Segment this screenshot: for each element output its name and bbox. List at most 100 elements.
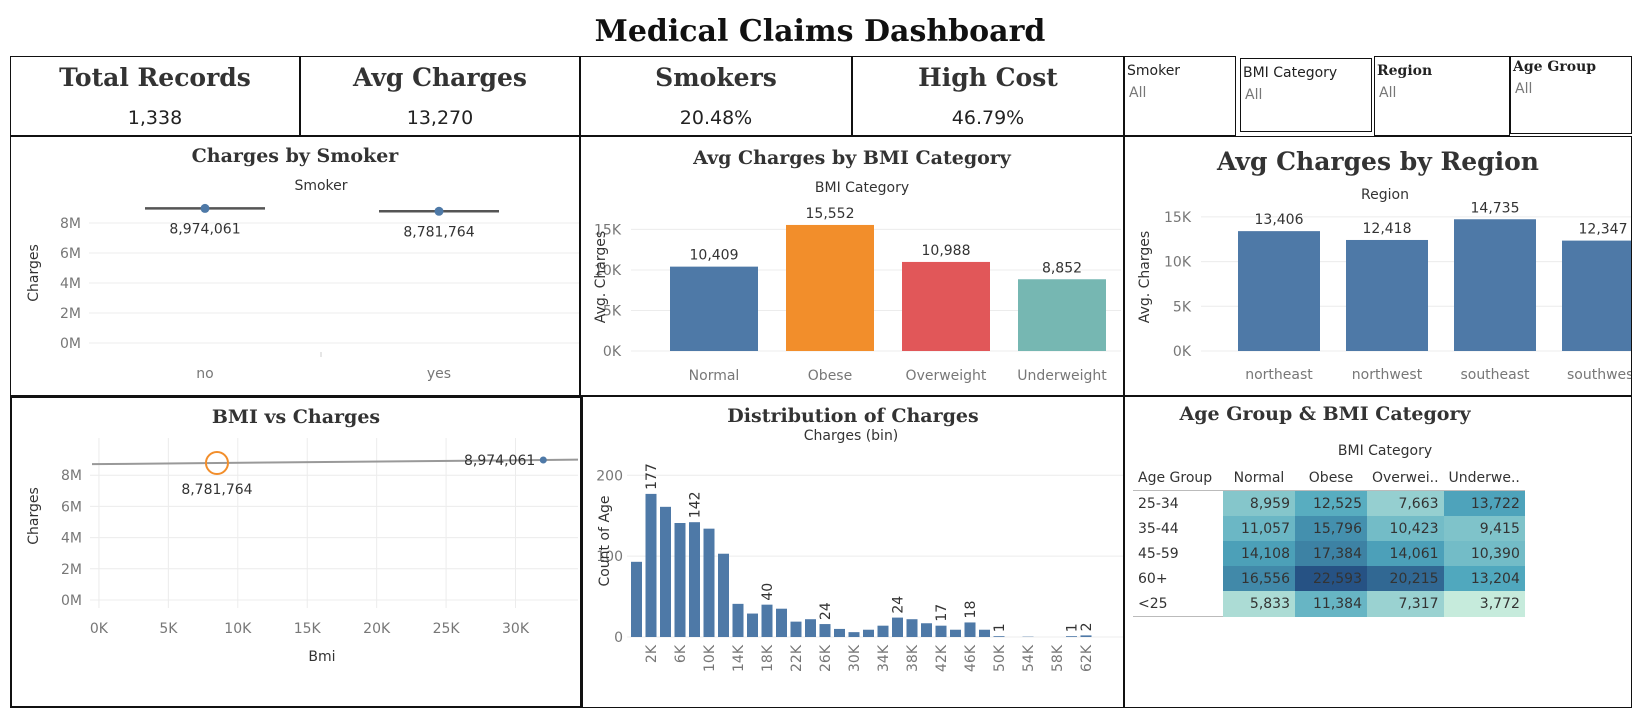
histogram-bar [979,629,990,637]
y-tick-label: 0 [614,630,623,646]
data-label: 8,852 [1042,260,1082,276]
x-tick-label: Obese [808,368,852,384]
x-tick-label: yes [427,366,451,382]
kpi-card-high-cost: High Cost 46.79% [852,56,1124,136]
data-label: 14,735 [1471,200,1520,216]
kpi-label: Smokers [655,63,777,92]
bar [786,224,874,351]
x-tick-label: southwest [1567,367,1631,383]
bar [1562,240,1631,351]
x-tick-label: 25K [433,621,461,637]
histogram-bar [848,632,860,637]
histogram-bar [877,625,889,637]
histogram-bar [732,603,744,637]
x-tick-label: southeast [1460,367,1530,383]
y-tick-label: 6M [60,246,81,262]
kpi-value: 13,270 [406,107,474,129]
chart-title: Avg Charges by Region [1217,147,1539,176]
heatmap-cell: 13,722 [1443,490,1525,516]
x-tick-label: 0K [90,621,109,637]
column-label: Underwe.. [1443,465,1525,491]
chart-avg-charges-region: Region 0K 5K 10K 15K Avg. Charges 13,406 northe… [1137,187,1631,383]
heatmap-cell: 14,108 [1223,541,1295,566]
heatmap-cell: 10,390 [1443,541,1525,566]
x-tick-label: 46K [963,644,979,672]
histogram-bar [863,629,874,637]
data-label: 8,781,764 [403,224,474,240]
x-tick-label: 2K [644,644,660,663]
x-tick-label: 14K [731,644,747,672]
histogram-bar [1080,635,1092,637]
bar-label: 40 [760,583,776,601]
heatmap-cell: 3,772 [1443,591,1525,617]
filter-selected-value[interactable]: All [1245,87,1263,103]
panel-avg-charges-region: Avg Charges by Region Region 0K 5K 10K 15K Av… [1124,136,1632,396]
column-label: Obese [1295,465,1367,491]
filter-age-group[interactable]: Age Group All [1510,56,1632,134]
histogram-bar [906,619,918,637]
histogram-bar [703,528,715,637]
bar [670,266,758,351]
heatmap-cell: 11,057 [1223,516,1295,541]
x-tick-label: northeast [1245,367,1313,383]
histogram-bar [660,506,671,637]
bar-label: 177 [644,463,660,490]
column-label: Normal [1223,465,1295,491]
table-row: 25-34 8,959 12,525 7,663 13,722 [1133,490,1525,516]
x-tick-label: Underweight [1017,368,1107,384]
data-label: 10,988 [922,243,971,259]
x-tick-label: 5K [159,621,178,637]
y-tick-label: 10K [594,263,622,279]
filter-selected-value[interactable]: All [1515,81,1533,97]
filter-bmi-category[interactable]: BMI Category All [1240,58,1372,132]
panel-bmi-vs-charges: BMI vs Charges 0M 2M 4M 6M 8M 0K 5K 10K 15K 20K 25… [10,396,582,708]
heatmap-cell: 20,215 [1367,566,1444,591]
kpi-label: Total Records [59,63,251,92]
histogram-bar [964,622,976,637]
y-tick-label: 0M [61,593,82,609]
heatmap-cell: 11,384 [1295,591,1367,617]
y-tick-label: 100 [596,549,623,565]
x-tick-label: 15K [294,621,322,637]
histogram-bar [935,625,947,637]
x-tick-label: 22K [789,644,805,672]
y-tick-label: 200 [596,468,623,484]
histogram-bar [993,636,1005,637]
filter-region[interactable]: Region All [1374,56,1510,136]
y-axis-title: Count of Age [597,495,613,586]
bar [1454,219,1536,351]
heatmap-cell: 12,525 [1295,490,1367,516]
y-tick-label: 10K [1164,255,1192,271]
y-tick-label: 0K [1173,344,1192,360]
heatmap-cell: 15,796 [1295,516,1367,541]
y-tick-label: 8M [61,468,82,484]
x-axis-title: Bmi [308,649,335,665]
column-header: Charges (bin) [804,428,899,444]
bar-label: 1 [1065,623,1081,632]
histogram-bar [718,553,729,637]
heatmap-cell: 7,317 [1367,591,1444,617]
row-header-label: Age Group [1133,465,1223,491]
chart-bmi-vs-charges: 0M 2M 4M 6M 8M 0K 5K 10K 15K 20K 25K 30K Charges Bmi 8… [26,438,578,665]
bar-label: 17 [934,604,950,622]
kpi-card-total-records: Total Records 1,338 [10,56,300,136]
row-label: 25-34 [1138,495,1179,512]
x-tick-label: 26K [818,644,834,672]
filter-label: Smoker [1127,63,1181,79]
filter-smoker[interactable]: Smoker All [1124,56,1236,136]
x-tick-label: 30K [502,621,530,637]
y-tick-label: 5K [603,303,622,319]
heatmap-cell: 14,061 [1367,541,1444,566]
x-tick-label: 10K [702,644,718,672]
dashboard-title: Medical Claims Dashboard [594,14,1046,49]
histogram-bar [761,604,773,637]
y-tick-label: 0K [603,344,622,360]
heatmap-cell: 22,593 [1295,566,1367,591]
filter-selected-value[interactable]: All [1129,85,1147,101]
filter-selected-value[interactable]: All [1379,85,1397,101]
data-label: 10,409 [690,248,739,264]
bar-label: 24 [891,596,907,614]
histogram-bar [747,613,758,637]
heatmap-cell: 16,556 [1223,566,1295,591]
y-tick-label: 8M [60,216,81,232]
